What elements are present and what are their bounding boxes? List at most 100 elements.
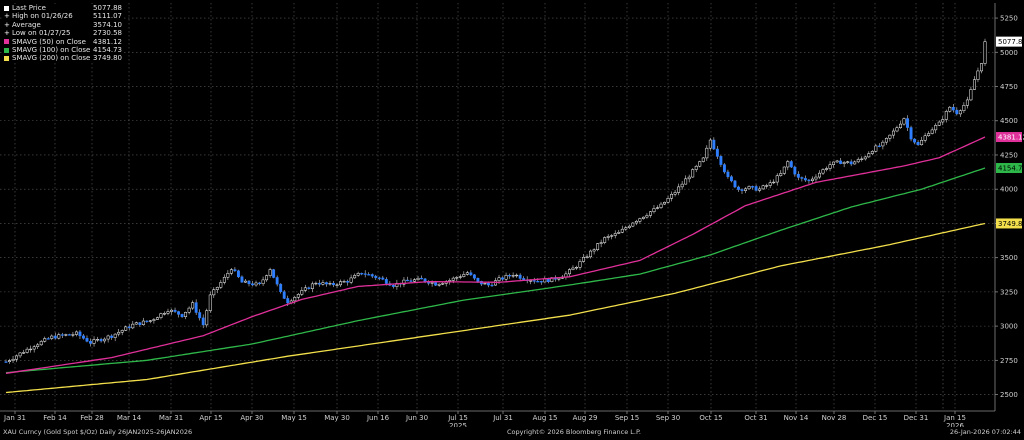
candle [948, 106, 952, 112]
candle [226, 273, 230, 278]
x-tick-label: Apr 30 [240, 414, 263, 422]
candle [50, 335, 54, 339]
candle [279, 283, 283, 292]
x-tick-label: Jul 31 [492, 414, 513, 422]
legend-label: SMAVG (100) on Close [12, 46, 91, 55]
candle [82, 335, 85, 339]
candle [888, 134, 892, 139]
candle [782, 166, 786, 174]
candle [134, 322, 138, 325]
candle [744, 188, 747, 191]
candle [282, 291, 286, 299]
candle [476, 277, 480, 282]
candle [258, 282, 262, 285]
footer-copyright: Copyright© 2026 Bloomberg Finance L.P. [507, 428, 641, 436]
x-tick-label: Sep 15 [615, 414, 639, 422]
y-tick-label: 2750 [1000, 357, 1018, 365]
candle [944, 111, 948, 120]
legend-row: + High on 01/26/26 5111.07 [4, 12, 122, 20]
candle [455, 277, 459, 279]
candle [32, 346, 36, 350]
y-tick-label: 4750 [1000, 83, 1018, 91]
candle [839, 160, 843, 164]
candle [131, 323, 135, 329]
candle [261, 279, 265, 285]
candle [96, 339, 100, 341]
candle [638, 218, 642, 222]
candle [472, 274, 476, 279]
x-tick-label: Dec 31 [904, 414, 929, 422]
candle [36, 344, 40, 347]
candle [529, 280, 533, 282]
candle [832, 161, 836, 165]
candle [670, 194, 674, 199]
candle [74, 331, 78, 335]
candle [557, 278, 561, 280]
legend-label: High on 01/26/26 [12, 12, 73, 21]
last-value-tag [996, 132, 1022, 143]
legend-value: 3749.80 [93, 54, 122, 63]
candle [15, 355, 19, 360]
candle [923, 135, 927, 141]
candle [937, 121, 941, 126]
candle [148, 320, 152, 322]
candle [522, 278, 526, 281]
candle [317, 282, 321, 285]
candle [899, 123, 902, 128]
x-tick-label: Apr 15 [199, 414, 222, 422]
candle [212, 289, 216, 296]
candle [233, 269, 237, 272]
legend-row: SMAVG (50) on Close 4381.12 [4, 38, 122, 46]
candle [367, 274, 371, 276]
candle [874, 145, 878, 152]
candle [849, 161, 853, 165]
x-year-label: 2026 [946, 422, 964, 430]
candle [138, 322, 142, 325]
candle [328, 283, 332, 285]
candle [458, 276, 462, 278]
candle [631, 222, 635, 227]
candle [796, 173, 800, 178]
candle [599, 242, 603, 244]
candle [955, 109, 959, 115]
candle [377, 277, 381, 279]
candle [420, 277, 423, 280]
candle [870, 151, 874, 154]
candle [332, 283, 335, 286]
candle [103, 338, 107, 342]
y-tick-label: 3250 [1000, 288, 1018, 296]
sma200-line [5, 222, 986, 394]
candle [962, 105, 966, 111]
candle [18, 352, 22, 357]
candle [39, 341, 43, 346]
candle [286, 298, 290, 304]
candle [462, 274, 466, 277]
candle [853, 161, 857, 165]
candle [335, 284, 339, 286]
candle [737, 186, 740, 190]
candle [701, 157, 705, 162]
candle [60, 334, 64, 336]
candle [349, 277, 353, 283]
candle [891, 130, 895, 136]
legend-swatch [4, 5, 9, 11]
legend-row: SMAVG (200) on Close 3749.80 [4, 54, 122, 62]
y-tick-label: 4500 [1000, 117, 1018, 125]
candle [85, 338, 89, 342]
candle [360, 273, 364, 275]
x-tick-label: Jan 15 [943, 414, 966, 422]
legend-label: SMAVG (50) on Close [12, 37, 86, 46]
candle [275, 277, 279, 285]
candle [592, 249, 596, 252]
candle [934, 125, 938, 131]
candle [53, 335, 57, 339]
y-tick-label: 2500 [1000, 391, 1018, 399]
candle [659, 203, 663, 208]
candle [300, 290, 304, 295]
legend-swatch [4, 39, 9, 45]
candle [402, 279, 406, 285]
candle [4, 361, 8, 363]
candle [976, 70, 980, 80]
candle [958, 110, 962, 115]
